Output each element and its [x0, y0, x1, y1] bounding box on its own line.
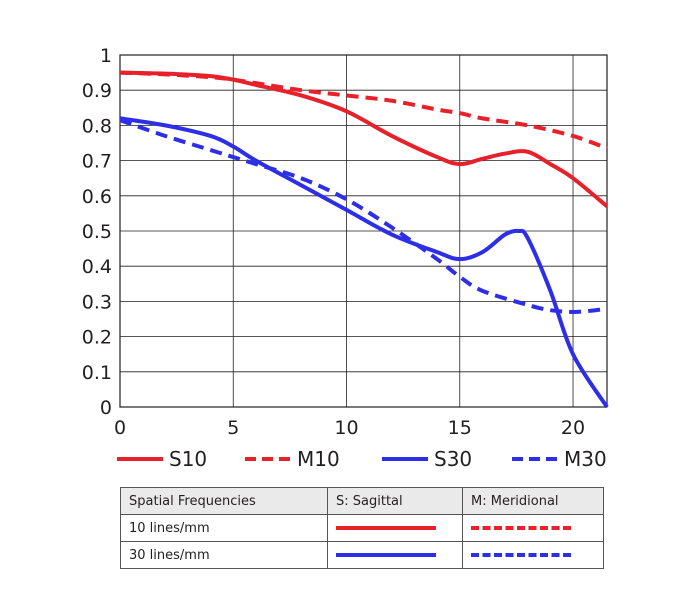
x-tick-label: 10: [334, 417, 358, 439]
dashed-line-sample: [471, 526, 571, 530]
table-header-row: Spatial Frequencies S: Sagittal M: Merid…: [120, 487, 604, 515]
y-tick-label: 0.9: [82, 80, 112, 102]
grid-lines: [120, 55, 607, 407]
series-line-s30: [119, 116, 609, 409]
y-tick-label: 0.1: [82, 362, 112, 384]
sagittal-sample-30: [327, 541, 463, 569]
y-tick-label: 0.2: [82, 327, 112, 349]
y-tick-label: 0.4: [82, 256, 112, 278]
x-tick-label: 5: [227, 417, 239, 439]
x-tick-label: 15: [448, 417, 472, 439]
x-tick-label: 0: [114, 417, 126, 439]
series-lines: [119, 70, 609, 409]
y-tick-label: 0.7: [82, 151, 112, 173]
y-tick-label: 1: [100, 45, 112, 67]
legend-label-m10: M10: [297, 447, 340, 471]
y-axis-ticks: 0 0.1 0.2 0.3 0.4 0.5 0.6 0.7 0.8 0.9 1: [82, 45, 112, 419]
meridional-sample-30: [462, 541, 604, 569]
x-tick-label: 20: [561, 417, 585, 439]
legend-label-m30: M30: [564, 447, 607, 471]
y-tick-label: 0.8: [82, 115, 112, 137]
table-row: 10 lines/mm: [120, 514, 604, 542]
header-spatial-frequencies: Spatial Frequencies: [120, 487, 328, 515]
legend-label-s10: S10: [169, 447, 207, 471]
y-tick-label: 0.6: [82, 186, 112, 208]
legend: S10 M10 S30 M30: [117, 447, 607, 471]
meridional-sample-10: [462, 514, 604, 542]
spatial-frequency-table: Spatial Frequencies S: Sagittal M: Merid…: [120, 487, 604, 569]
series-line-m10: [119, 70, 608, 151]
row-label-10: 10 lines/mm: [120, 514, 328, 542]
legend-label-s30: S30: [434, 447, 472, 471]
mtf-chart: 0 0.1 0.2 0.3 0.4 0.5 0.6 0.7 0.8 0.9 1 0 5 10 15 20 S…: [82, 45, 609, 471]
y-tick-label: 0.3: [82, 291, 112, 313]
x-axis-ticks: 0 5 10 15 20: [114, 417, 585, 439]
dashed-line-sample: [471, 553, 571, 557]
solid-line-sample: [336, 526, 436, 530]
series-line-m30: [119, 118, 608, 314]
header-sagittal: S: Sagittal: [327, 487, 463, 515]
solid-line-sample: [336, 553, 436, 557]
sagittal-sample-10: [327, 514, 463, 542]
y-tick-label: 0.5: [82, 221, 112, 243]
series-line-s10: [119, 70, 609, 208]
row-label-30: 30 lines/mm: [120, 541, 328, 569]
table-row: 30 lines/mm: [120, 541, 604, 569]
header-meridional: M: Meridional: [462, 487, 604, 515]
y-tick-label: 0: [100, 397, 112, 419]
